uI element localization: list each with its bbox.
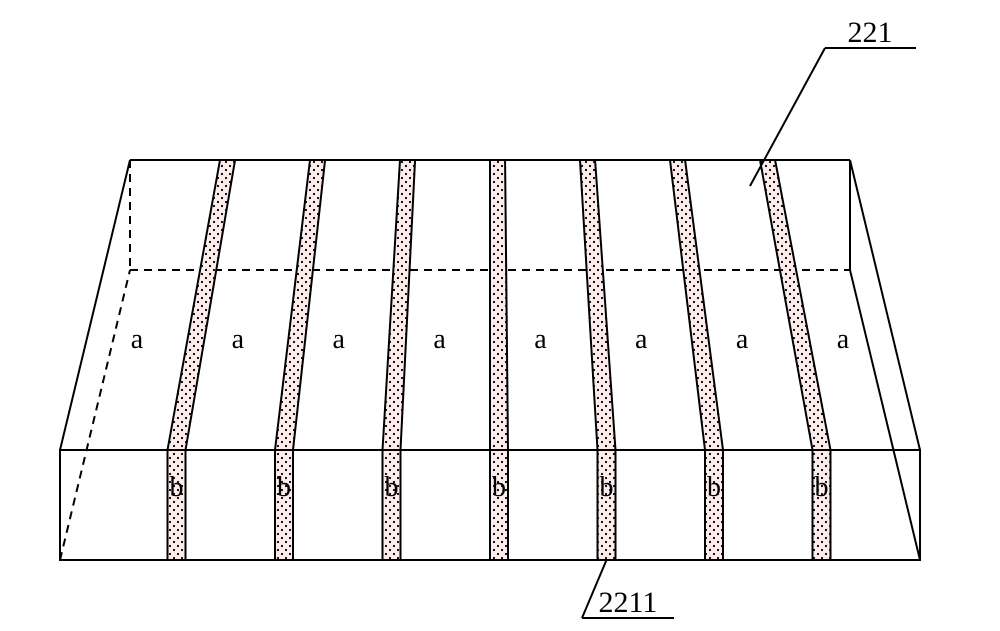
region-a-label: a bbox=[534, 324, 547, 355]
region-b-label: b bbox=[385, 472, 399, 503]
region-b-label: b bbox=[277, 472, 291, 503]
region-a-label: a bbox=[131, 324, 144, 355]
region-b-label: b bbox=[815, 472, 829, 503]
region-a-label: a bbox=[736, 324, 749, 355]
region-a-label: a bbox=[232, 324, 245, 355]
region-b-label: b bbox=[707, 472, 721, 503]
region-a-label: a bbox=[837, 324, 850, 355]
region-b-label: b bbox=[492, 472, 506, 503]
region-a-label: a bbox=[635, 324, 648, 355]
region-b-label: b bbox=[170, 472, 184, 503]
callout-221-label: 221 bbox=[848, 16, 893, 49]
callout-2211-label: 2211 bbox=[599, 586, 658, 619]
region-a-label: a bbox=[433, 324, 446, 355]
region-b-label: b bbox=[600, 472, 614, 503]
region-a-label: a bbox=[333, 324, 346, 355]
